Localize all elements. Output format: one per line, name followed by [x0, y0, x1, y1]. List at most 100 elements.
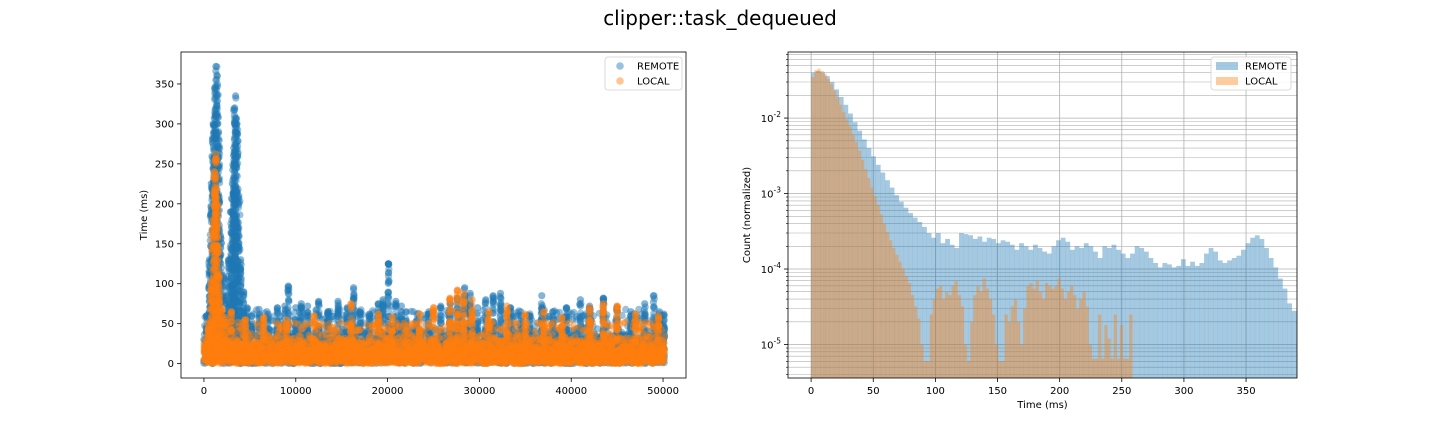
data-point — [242, 352, 250, 360]
data-point — [232, 317, 240, 325]
data-point — [239, 343, 247, 351]
data-point — [284, 351, 292, 359]
data-point — [273, 332, 281, 340]
data-point — [236, 359, 244, 367]
data-point — [201, 343, 209, 351]
data-point — [272, 358, 280, 366]
data-point — [260, 346, 268, 354]
data-point — [300, 350, 308, 358]
data-point — [287, 344, 295, 352]
data-point — [227, 348, 235, 356]
data-point — [258, 343, 266, 352]
data-point — [214, 348, 222, 356]
data-point — [212, 345, 220, 353]
data-point — [235, 355, 243, 363]
data-point — [232, 346, 240, 354]
data-point — [274, 344, 282, 352]
data-point — [216, 338, 224, 347]
data-point — [226, 338, 234, 346]
data-point — [213, 347, 221, 355]
data-point — [258, 355, 266, 364]
data-point — [273, 318, 281, 326]
data-point — [299, 356, 307, 365]
data-point — [248, 312, 256, 320]
data-point — [227, 345, 235, 353]
data-point — [280, 355, 288, 363]
data-point — [285, 359, 293, 368]
data-point — [220, 347, 228, 355]
data-point — [293, 357, 301, 365]
data-point — [221, 352, 229, 360]
data-point — [213, 90, 221, 98]
data-point — [250, 342, 258, 351]
data-point — [234, 346, 242, 354]
data-point — [210, 343, 218, 351]
data-point — [285, 354, 293, 362]
data-point — [261, 349, 269, 357]
data-point — [294, 348, 302, 356]
data-point — [230, 355, 238, 363]
data-point — [237, 343, 245, 351]
data-point — [285, 331, 293, 339]
data-point — [263, 336, 272, 344]
data-point — [298, 351, 306, 359]
data-point — [230, 352, 238, 360]
data-point — [291, 343, 299, 351]
data-point — [298, 345, 306, 353]
data-point — [204, 356, 212, 364]
data-point — [209, 347, 217, 355]
data-point — [223, 340, 231, 348]
data-point — [240, 335, 248, 343]
data-point — [278, 349, 286, 357]
data-point — [243, 357, 251, 365]
data-point — [286, 353, 294, 361]
data-point — [287, 352, 295, 360]
data-point — [251, 341, 259, 349]
data-point — [216, 353, 224, 361]
data-point — [273, 333, 281, 341]
data-point — [276, 342, 284, 350]
data-point — [235, 233, 243, 241]
data-point — [240, 334, 249, 342]
data-point — [217, 346, 225, 354]
data-point — [209, 357, 217, 365]
data-point — [219, 335, 227, 343]
data-point — [261, 343, 269, 351]
data-point — [209, 350, 217, 358]
data-point — [234, 338, 242, 346]
data-point — [218, 345, 226, 353]
data-point — [206, 350, 214, 358]
data-point — [203, 345, 211, 353]
data-point — [256, 347, 264, 355]
data-point — [236, 211, 244, 219]
data-point — [217, 338, 225, 346]
data-point — [204, 341, 212, 349]
data-point — [260, 344, 268, 352]
data-point — [279, 354, 287, 362]
data-point — [214, 354, 223, 362]
data-point — [244, 353, 252, 361]
data-point — [251, 347, 259, 355]
data-point — [207, 347, 215, 355]
data-point — [291, 348, 299, 356]
data-point — [274, 328, 282, 337]
data-point — [205, 342, 213, 350]
data-point — [206, 338, 214, 346]
data-point — [250, 350, 258, 358]
data-point — [205, 336, 213, 344]
data-point — [233, 339, 241, 347]
data-point — [231, 334, 239, 342]
data-point — [286, 345, 294, 353]
data-point — [204, 336, 212, 344]
data-point — [284, 343, 292, 351]
data-point — [210, 356, 218, 364]
data-point — [291, 350, 299, 358]
data-point — [249, 358, 257, 366]
data-point — [282, 344, 290, 353]
data-point — [210, 351, 219, 359]
data-point — [207, 343, 216, 351]
data-point — [284, 341, 292, 349]
data-point — [225, 358, 233, 366]
data-point — [253, 350, 261, 358]
data-point — [237, 349, 245, 358]
